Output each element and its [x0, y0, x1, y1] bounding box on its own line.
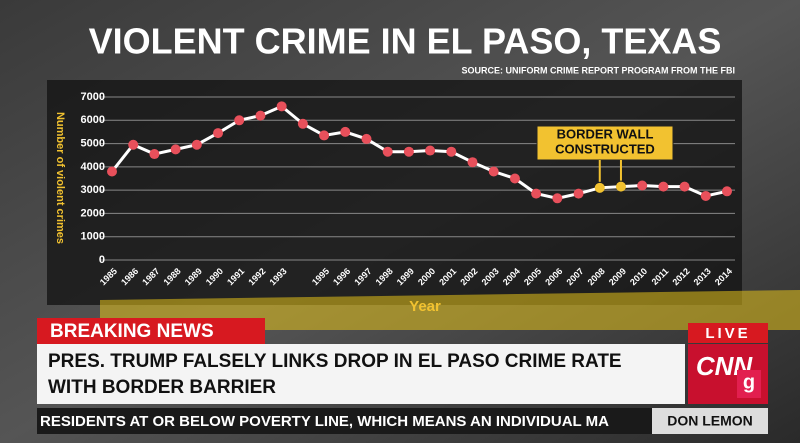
data-point — [297, 118, 308, 129]
data-point — [552, 193, 563, 204]
tape — [100, 290, 800, 330]
y-tick-label: 5000 — [81, 137, 105, 149]
data-point — [340, 126, 351, 137]
anchor-name: DON LEMON — [667, 413, 753, 429]
x-axis-label: Year — [409, 298, 441, 315]
data-point — [467, 157, 478, 168]
ticker-text: RESIDENTS AT OR BELOW POVERTY LINE, WHIC… — [40, 413, 609, 430]
breaking-banner — [37, 318, 265, 344]
live-box — [688, 323, 768, 343]
chart-title: VIOLENT CRIME IN EL PASO, TEXAS — [89, 21, 722, 62]
badge-box — [737, 370, 761, 398]
y-tick-label: 0 — [99, 254, 105, 266]
data-point — [382, 146, 393, 157]
data-point — [361, 133, 372, 144]
annotation-text: CONSTRUCTED — [555, 141, 655, 156]
data-point — [531, 188, 542, 199]
data-point — [319, 130, 330, 141]
data-point — [128, 139, 139, 150]
live-text: LIVE — [705, 325, 750, 342]
data-point — [425, 145, 436, 156]
headline-line: WITH BORDER BARRIER — [48, 377, 276, 398]
data-point — [403, 146, 414, 157]
data-point — [594, 182, 605, 193]
data-point — [255, 110, 266, 121]
data-point — [615, 181, 626, 192]
annotation-text: BORDER WALL — [557, 126, 654, 141]
chart-panel — [47, 80, 742, 305]
data-point — [679, 181, 690, 192]
data-point — [149, 149, 160, 160]
data-point — [191, 139, 202, 150]
data-point — [637, 180, 648, 191]
y-tick-label: 6000 — [81, 114, 105, 126]
data-point — [488, 166, 499, 177]
data-point — [700, 190, 711, 201]
badge-text: g — [743, 371, 755, 393]
y-tick-label: 2000 — [81, 207, 105, 219]
annotation-box — [536, 125, 674, 161]
chart-source: SOURCE: UNIFORM CRIME REPORT PROGRAM FRO… — [462, 65, 736, 75]
y-tick-label: 4000 — [81, 161, 105, 173]
data-point — [107, 166, 117, 177]
data-point — [573, 188, 584, 199]
anchor-box — [652, 408, 768, 434]
data-point — [658, 181, 669, 192]
data-point — [722, 186, 732, 197]
headline-line: PRES. TRUMP FALSELY LINKS DROP IN EL PAS… — [48, 351, 622, 372]
y-tick-label: 3000 — [81, 184, 105, 196]
headline-box — [37, 344, 685, 404]
data-point — [446, 146, 457, 157]
data-point — [234, 115, 245, 126]
y-axis-label: Number of violent crimes — [54, 112, 66, 244]
breaking-text: BREAKING NEWS — [50, 321, 214, 342]
y-tick-label: 1000 — [81, 231, 105, 243]
data-point — [213, 128, 224, 139]
data-point — [276, 101, 287, 112]
data-point — [509, 173, 520, 184]
y-tick-label: 7000 — [81, 91, 105, 103]
data-point — [170, 144, 181, 155]
ticker-bar — [37, 408, 657, 434]
